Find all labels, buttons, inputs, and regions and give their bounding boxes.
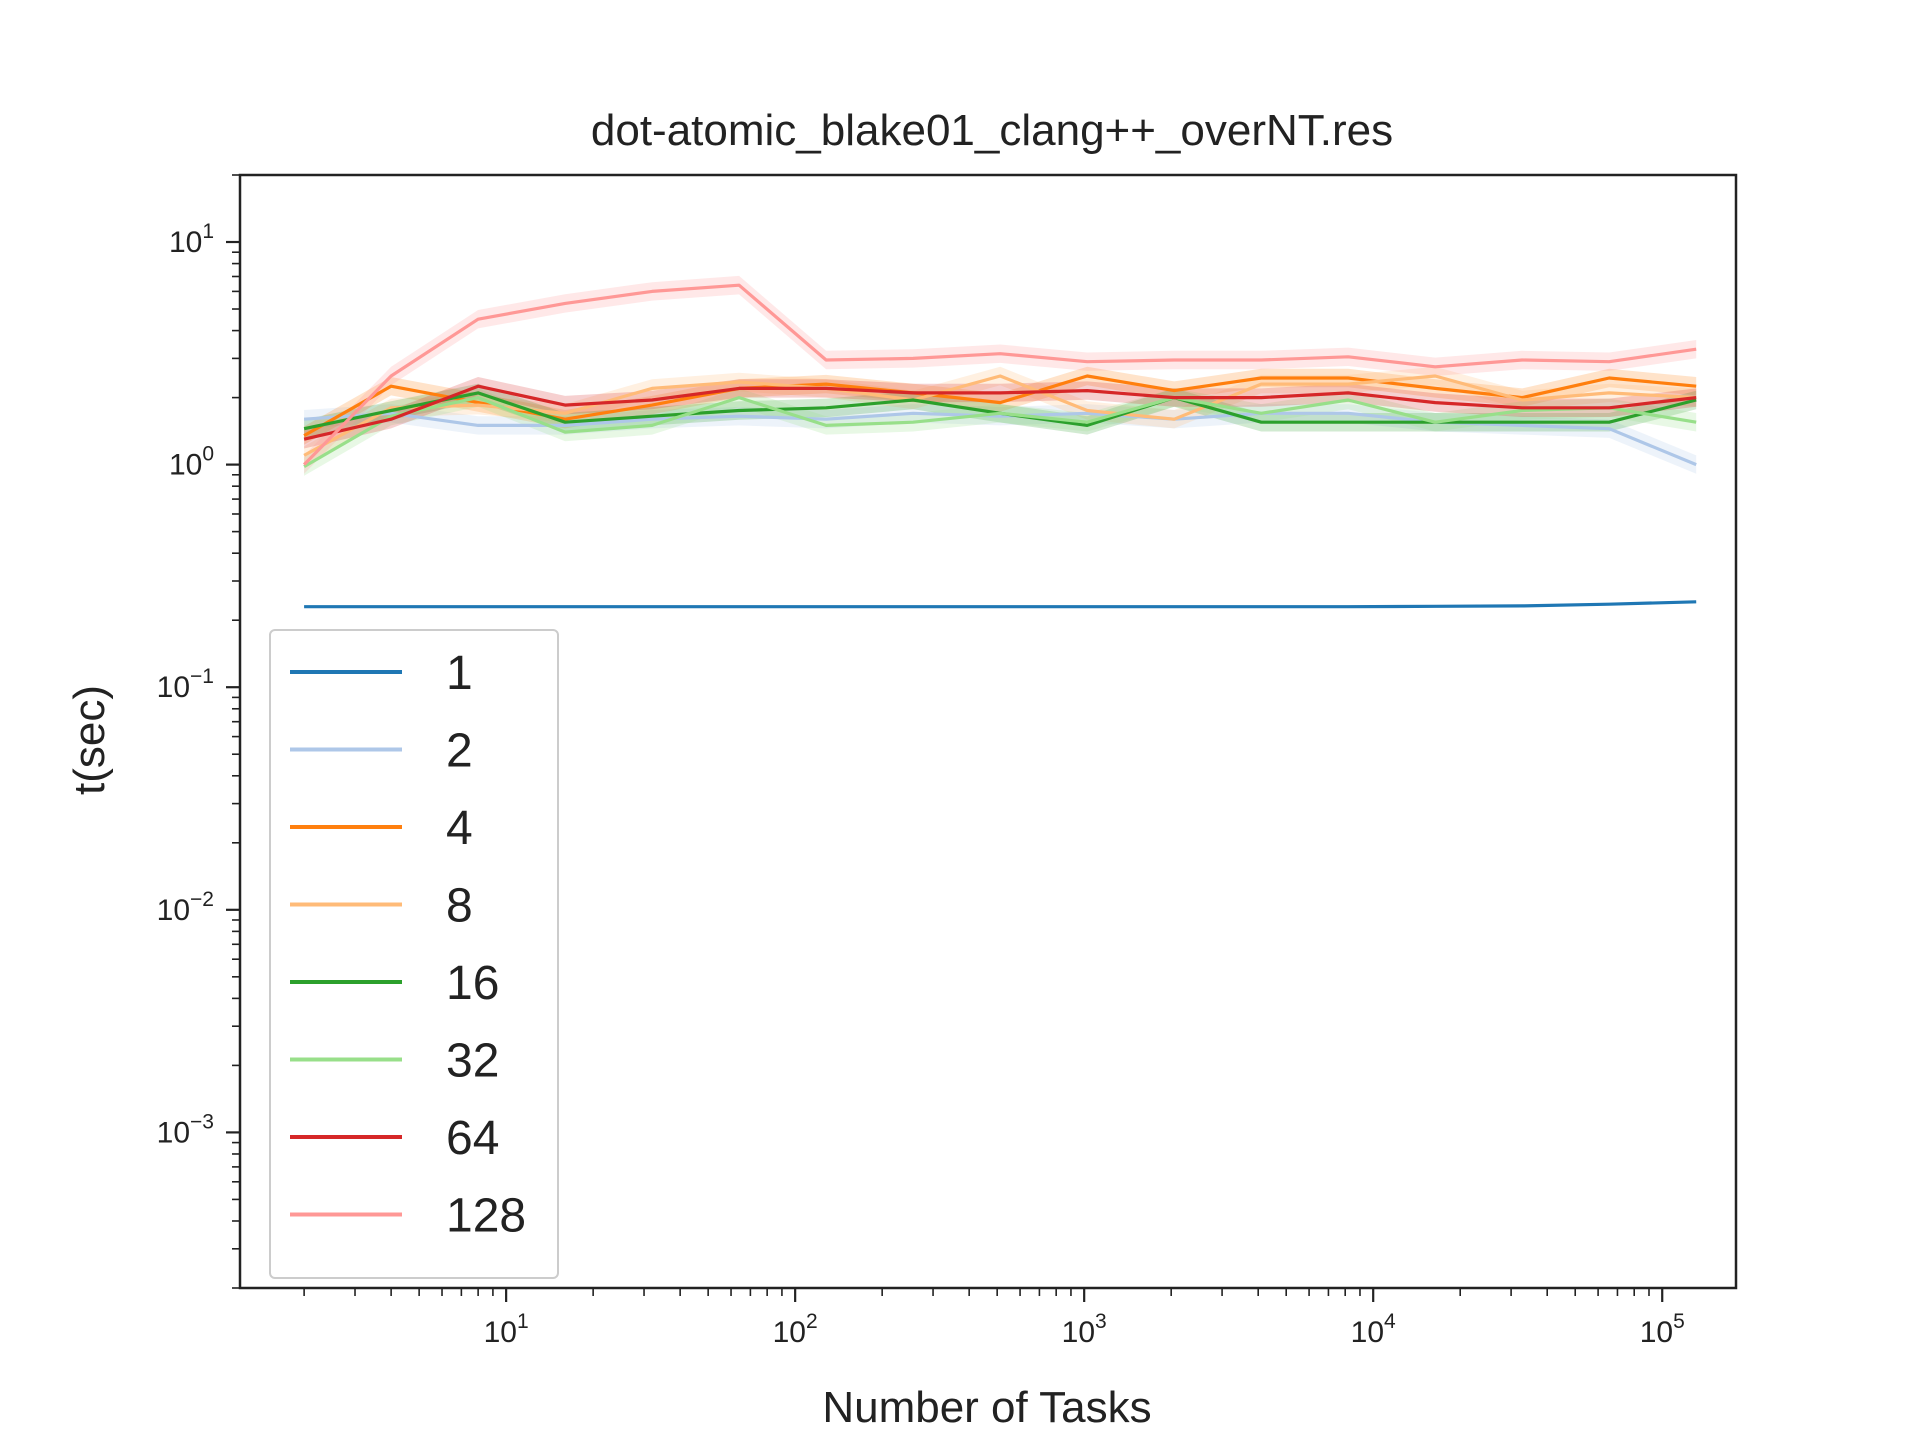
y-tick-label: 100 [169, 443, 214, 482]
band-series-64 [304, 377, 1697, 449]
legend-label-2: 2 [446, 725, 473, 778]
band-series-8 [304, 366, 1697, 465]
line-series-32 [303, 396, 1697, 468]
legend-label-64: 64 [446, 1112, 499, 1165]
y-tick-label: 10−1 [157, 665, 214, 704]
legend: 1 2 4 8 16 32 64 128 [269, 629, 559, 1279]
x-tick-label: 104 [1351, 1310, 1396, 1349]
y-tick-label: 10−2 [157, 888, 214, 927]
band-series-4 [304, 366, 1697, 445]
legend-label-8: 8 [446, 880, 473, 933]
x-tick-label: 103 [1062, 1310, 1107, 1349]
axis-ticks: 101 102 103 104 105 101 100 10−1 10−2 10−3 [157, 174, 1685, 1349]
line-series-8 [303, 374, 1697, 457]
line-series-128 [302, 283, 1697, 466]
line-series-1 [304, 600, 1697, 609]
legend-label-128: 128 [446, 1190, 526, 1243]
x-tick-label: 101 [484, 1310, 529, 1349]
y-tick-label: 101 [169, 220, 214, 259]
legend-label-32: 32 [446, 1035, 499, 1088]
plot-frame [238, 173, 1738, 1290]
series-lines [302, 283, 1697, 609]
legend-label-1: 1 [446, 647, 473, 700]
y-axis-label: t(sec) [65, 685, 114, 795]
legend-label-4: 4 [446, 802, 473, 855]
legend-label-16: 16 [446, 957, 499, 1010]
x-tick-label: 102 [773, 1310, 818, 1349]
y-tick-label: 10−3 [157, 1110, 214, 1149]
line-series-64 [303, 384, 1697, 441]
legend-box [269, 629, 559, 1279]
x-axis-label: Number of Tasks [822, 1383, 1151, 1432]
x-tick-label: 105 [1640, 1310, 1685, 1349]
chart-title: dot-atomic_blake01_clang++_overNT.res [591, 106, 1393, 155]
